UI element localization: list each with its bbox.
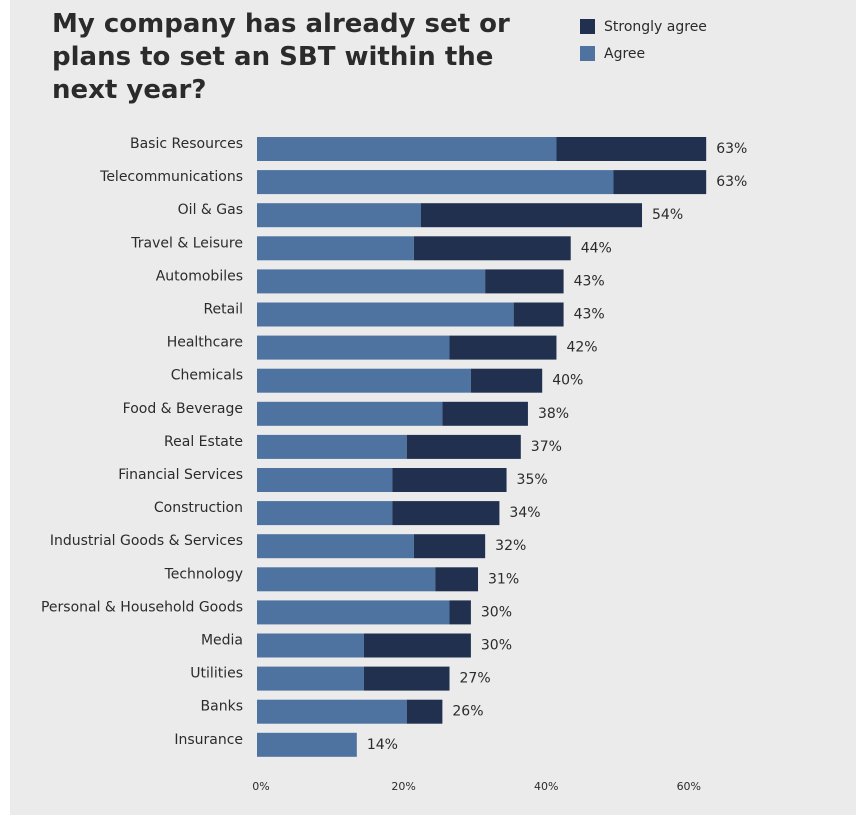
- y-tick-label: Healthcare: [167, 335, 243, 351]
- bar-segment: [257, 335, 450, 360]
- data-label: 40%: [552, 373, 583, 389]
- bar-segment: [257, 666, 364, 691]
- data-label: 54%: [652, 207, 683, 223]
- bar-segment: [257, 401, 443, 426]
- legend-swatch: [580, 46, 595, 61]
- x-tick-label: 0%: [252, 780, 269, 793]
- data-label: 63%: [716, 141, 747, 157]
- y-tick-label: Travel & Leisure: [130, 235, 243, 251]
- bar-segment: [257, 137, 557, 161]
- data-label: 43%: [574, 273, 605, 289]
- bar-segment: [257, 468, 393, 492]
- bar-segment: [485, 269, 564, 294]
- bar-segment: [257, 236, 414, 261]
- bar-segment: [449, 600, 471, 625]
- data-label: 37%: [531, 439, 562, 455]
- data-label: 44%: [581, 240, 612, 256]
- y-tick-label: Food & Beverage: [123, 401, 243, 417]
- bar-segment: [435, 567, 479, 592]
- bar-segment: [257, 534, 414, 559]
- bar-segment: [257, 732, 357, 757]
- y-tick-label: Construction: [154, 500, 243, 516]
- x-tick-label: 20%: [391, 780, 415, 793]
- legend-label: Strongly agree: [604, 19, 707, 35]
- data-label: 27%: [460, 671, 491, 687]
- data-label: 32%: [495, 538, 526, 554]
- y-tick-label: Retail: [203, 302, 243, 318]
- bar-segment: [257, 368, 471, 393]
- data-label: 30%: [481, 604, 512, 620]
- bar-segment: [257, 699, 407, 724]
- data-label: 42%: [566, 340, 597, 356]
- bar-segment: [257, 203, 421, 228]
- y-tick-label: Media: [201, 633, 243, 649]
- legend-label: Agree: [604, 46, 645, 62]
- data-label: 63%: [716, 174, 747, 190]
- x-tick-label: 40%: [534, 780, 558, 793]
- bar-segment: [257, 600, 450, 625]
- bar-segment: [513, 302, 564, 327]
- y-tick-label: Oil & Gas: [178, 202, 243, 218]
- bar-segment: [392, 468, 507, 492]
- bar-segment: [257, 633, 364, 658]
- bar-segment: [392, 501, 500, 526]
- bar-segment: [413, 236, 571, 261]
- bar-segment: [363, 666, 450, 691]
- bar-segment: [406, 434, 521, 459]
- bar-segment: [257, 567, 436, 592]
- y-tick-label: Utilities: [190, 666, 243, 682]
- chart-title: My company has already set or plans to s…: [52, 9, 510, 105]
- y-tick-label: Financial Services: [118, 467, 243, 483]
- bar-segment: [257, 434, 407, 459]
- data-label: 34%: [509, 505, 540, 521]
- y-tick-label: Basic Resources: [130, 136, 243, 152]
- bar-segment: [470, 368, 543, 393]
- y-tick-label: Automobiles: [156, 268, 243, 284]
- y-tick-label: Industrial Goods & Services: [50, 533, 243, 549]
- bar-segment: [363, 633, 471, 658]
- bar-segment: [257, 269, 486, 294]
- legend-swatch: [580, 19, 595, 34]
- data-label: 31%: [488, 571, 519, 587]
- x-tick-label: 60%: [677, 780, 701, 793]
- bar-segment: [613, 170, 707, 195]
- bar-segment: [442, 401, 528, 426]
- data-label: 43%: [574, 307, 605, 323]
- bar-segment: [420, 203, 643, 228]
- y-tick-label: Banks: [201, 699, 243, 715]
- bar-segment: [257, 501, 393, 526]
- y-tick-label: Chemicals: [171, 368, 243, 384]
- y-tick-label: Technology: [164, 566, 243, 582]
- bar-segment: [406, 699, 443, 724]
- bar-segment: [449, 335, 557, 360]
- bar-segment: [556, 137, 707, 161]
- bar-segment: [413, 534, 486, 559]
- y-tick-label: Personal & Household Goods: [41, 599, 243, 615]
- data-label: 38%: [538, 406, 569, 422]
- data-label: 26%: [452, 704, 483, 720]
- y-tick-label: Insurance: [174, 732, 243, 748]
- y-tick-label: Telecommunications: [99, 169, 243, 185]
- data-label: 14%: [367, 737, 398, 753]
- y-tick-label: Real Estate: [164, 434, 243, 450]
- data-label: 35%: [517, 472, 548, 488]
- bar-segment: [257, 302, 514, 327]
- data-label: 30%: [481, 638, 512, 654]
- bar-segment: [257, 170, 614, 195]
